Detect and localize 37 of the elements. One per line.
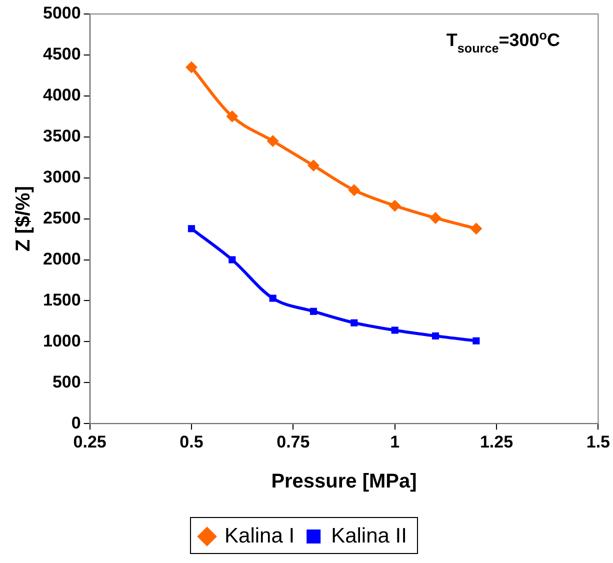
y-tick-label: 3500 <box>42 126 81 146</box>
point <box>310 308 318 315</box>
x-tick-label: 0.25 <box>73 432 106 452</box>
point <box>228 256 236 264</box>
point <box>266 134 279 147</box>
y-tick-label: 1500 <box>42 290 81 310</box>
point <box>348 184 360 196</box>
legend-label: Kalina I <box>224 524 295 548</box>
point <box>226 110 238 122</box>
point <box>388 200 401 212</box>
x-tick-label: 1 <box>390 432 400 452</box>
point <box>472 337 480 344</box>
y-tick-label: 4000 <box>42 86 81 105</box>
point <box>432 332 440 340</box>
x-tick-label: 1.5 <box>586 432 610 452</box>
point <box>188 225 196 232</box>
y-tick-label: 2500 <box>42 208 81 228</box>
legend-label: Kalina II <box>331 524 407 548</box>
point <box>308 160 320 172</box>
point <box>269 294 276 302</box>
y-tick-label: 3000 <box>42 168 81 187</box>
y-tick-label: 5000 <box>42 4 81 23</box>
y-tick-label: 1000 <box>42 331 81 350</box>
y-tick-label: 2000 <box>42 249 81 268</box>
y-tick-label: 0 <box>71 413 81 432</box>
y-tick-label: 4500 <box>42 44 81 64</box>
point <box>430 212 442 224</box>
y-tick-label: 500 <box>52 372 81 392</box>
y-axis-title: Z [$/%] <box>12 186 35 252</box>
x-tick-label: 0.5 <box>180 432 204 452</box>
point <box>185 61 198 74</box>
x-axis-title: Pressure [MPa] <box>271 470 417 493</box>
point <box>391 326 398 334</box>
x-tick-label: 1.25 <box>480 432 514 452</box>
point <box>470 222 482 235</box>
point <box>350 319 358 326</box>
x-tick-label: 0.75 <box>276 432 310 452</box>
